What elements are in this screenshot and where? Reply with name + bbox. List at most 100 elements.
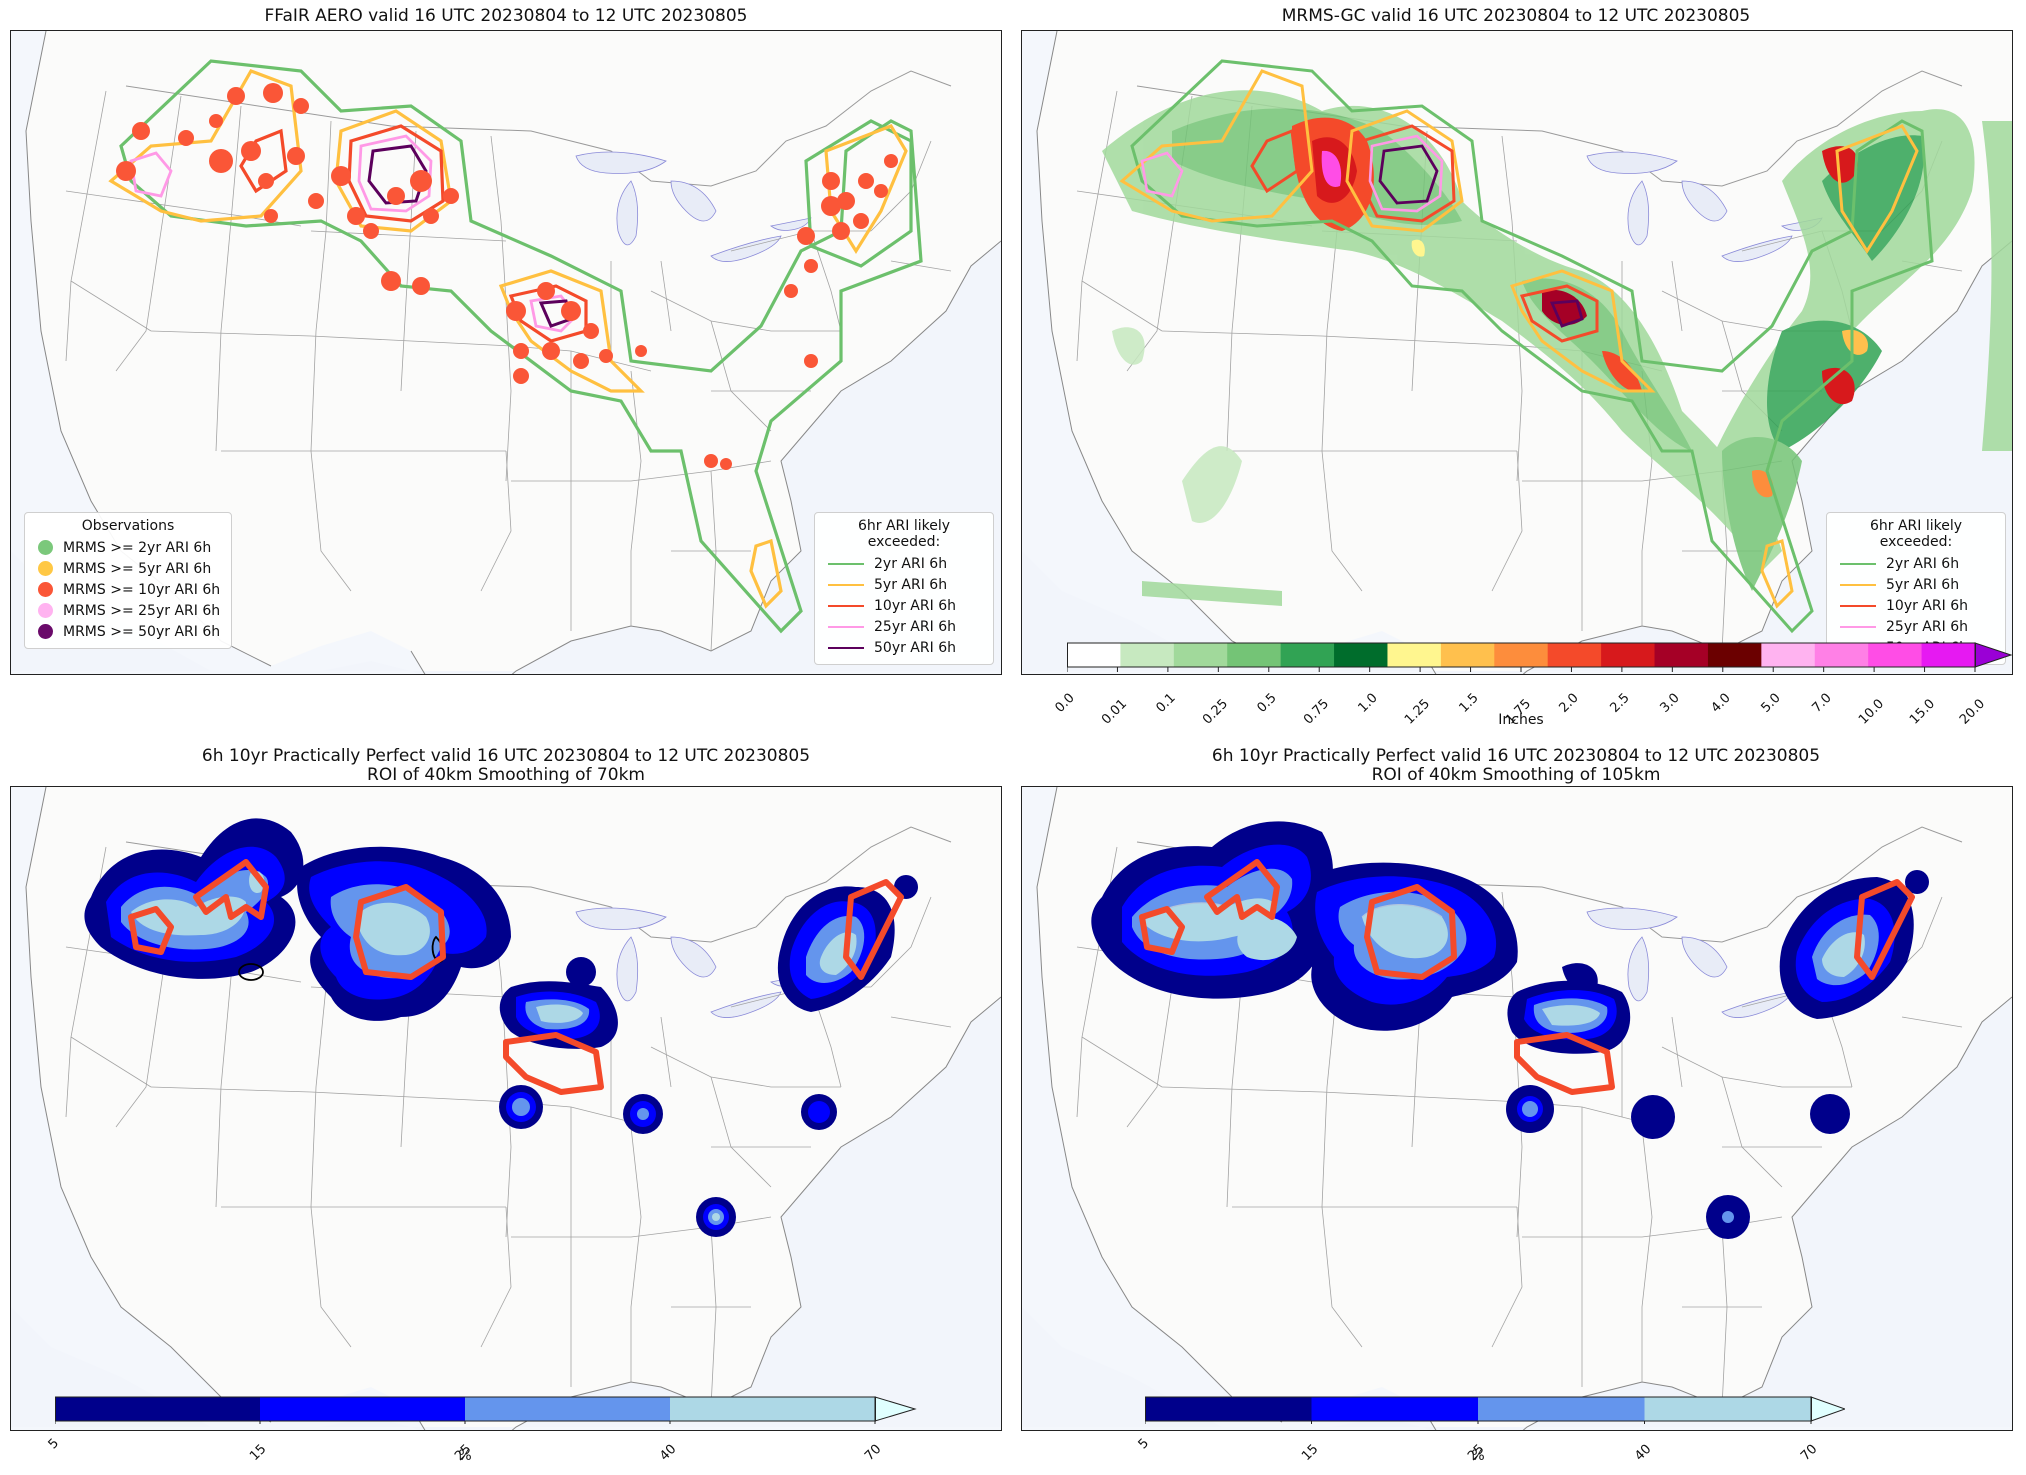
colorbar-bin [1440, 643, 1495, 667]
panel-title-line: 6h 10yr Practically Perfect valid 16 UTC… [201, 746, 811, 766]
colorbar-extend-arrow [1810, 1396, 1847, 1422]
colorbar-bin [1494, 643, 1549, 667]
map-canvas [11, 787, 1001, 1430]
line-swatch [828, 583, 864, 586]
precip-cores [1292, 117, 1868, 498]
legend-entry: 2yr ARI 6h [1836, 553, 1996, 574]
legend-entry: 25yr ARI 6h [824, 616, 984, 637]
observations-legend: Observations MRMS >= 2yr ARI 6h MRMS >= … [24, 512, 232, 649]
prob-colorbar-105km: % 5 15 25 40 70 [1136, 1396, 1847, 1475]
line-swatch [1840, 625, 1876, 628]
marker-icon [38, 582, 53, 597]
marker-icon [38, 624, 53, 639]
line-swatch [1840, 562, 1876, 565]
map-panel-mrms[interactable] [1021, 30, 2013, 675]
map-panel-pp105[interactable] [1021, 786, 2013, 1431]
legend-entry: 5yr ARI 6h [1836, 574, 1996, 595]
line-swatch [828, 562, 864, 565]
map-panel-pp70[interactable] [10, 786, 1002, 1431]
contour-2yr [1130, 59, 1934, 634]
colorbar-bin [1601, 643, 1656, 667]
colorbar-swatches [1144, 1396, 1847, 1426]
colorbar-extend-arrow [874, 1396, 917, 1422]
colorbar-bin [1707, 643, 1762, 667]
panel-title-mrms: MRMS-GC valid 16 UTC 20230804 to 12 UTC … [1281, 6, 1751, 26]
contour-10yr-ffair [128, 859, 904, 1095]
legend-entry: 50yr ARI 6h [824, 637, 984, 658]
colorbar-bin [1173, 643, 1228, 667]
legend-label: 5yr ARI 6h [1886, 576, 1960, 593]
legend-label: 2yr ARI 6h [874, 555, 948, 572]
legend-label: MRMS >= 5yr ARI 6h [63, 560, 212, 577]
colorbar-bin [1120, 643, 1175, 667]
legend-label: 25yr ARI 6h [874, 618, 956, 635]
legend-entry: MRMS >= 2yr ARI 6h [34, 537, 222, 558]
colorbar-bin [1280, 643, 1335, 667]
legend-label: MRMS >= 25yr ARI 6h [63, 602, 221, 619]
colorbar-bin [1921, 643, 1976, 667]
colorbar-bin [1334, 643, 1388, 667]
legend-title: Observations [81, 518, 175, 534]
legend-entry: 10yr ARI 6h [824, 595, 984, 616]
colorbar-unit-label: % [458, 1448, 472, 1464]
legend-entry: MRMS >= 10yr ARI 6h [34, 579, 222, 600]
marker-icon [38, 540, 53, 555]
legend-label: 10yr ARI 6h [874, 597, 956, 614]
colorbar-bin [1387, 643, 1442, 667]
colorbar-bin [1654, 643, 1709, 667]
legend-label: MRMS >= 10yr ARI 6h [63, 581, 221, 598]
colorbar-bin [465, 1397, 671, 1421]
prob-colorbar-70km: % 5 15 25 40 70 [46, 1396, 955, 1475]
colorbar-bin [670, 1397, 876, 1421]
colorbar-extend-arrow [1974, 642, 2013, 668]
line-swatch [828, 646, 864, 649]
contour-25yr [1140, 134, 1444, 213]
colorbar-bin [1227, 643, 1282, 667]
marker-icon [38, 561, 53, 576]
line-swatch [828, 625, 864, 628]
legend-entry: MRMS >= 50yr ARI 6h [34, 621, 222, 642]
colorbar-bin [55, 1397, 261, 1421]
line-swatch [1840, 604, 1876, 607]
panel-subtitle-line: ROI of 40km Smoothing of 105km [1371, 765, 1661, 785]
legend-label: 25yr ARI 6h [1886, 618, 1968, 635]
colorbar-bin [1761, 643, 1816, 667]
legend-label: 50yr ARI 6h [874, 639, 956, 656]
contour-10yr-ffair [1139, 859, 1915, 1095]
legend-label: 10yr ARI 6h [1886, 597, 1968, 614]
colorbar-bin [1547, 643, 1602, 667]
legend-label: MRMS >= 50yr ARI 6h [63, 623, 221, 640]
probability-field [1091, 821, 1929, 1239]
panel-subtitle-line: ROI of 40km Smoothing of 70km [367, 765, 645, 785]
colorbar-swatches [54, 1396, 917, 1426]
precip-colorbar: Inches 0.0 0.01 0.1 0.25 0.5 0.75 1.0 1.25 1.5 1.… [1052, 642, 2014, 742]
contour-10yr [1250, 124, 1599, 343]
observation-markers [116, 83, 898, 470]
contour-5yr [1119, 69, 1919, 609]
marker-icon [38, 603, 53, 618]
colorbar-bin [260, 1397, 466, 1421]
legend-label: 2yr ARI 6h [1886, 555, 1960, 572]
map-canvas [1022, 787, 2012, 1430]
colorbar-bin [1478, 1397, 1645, 1421]
colorbar-bin [1311, 1397, 1479, 1421]
colorbar-bin [1868, 643, 1923, 667]
line-swatch [828, 604, 864, 607]
legend-entry: 10yr ARI 6h [1836, 595, 1996, 616]
legend-title: 6hr ARI likely exceeded: [857, 518, 951, 550]
map-canvas [11, 31, 1001, 674]
panel-title-pp105: 6h 10yr Practically Perfect valid 16 UTC… [1021, 747, 2011, 785]
legend-entry: MRMS >= 5yr ARI 6h [34, 558, 222, 579]
legend-entry: 2yr ARI 6h [824, 553, 984, 574]
contour-2yr [119, 59, 923, 634]
map-canvas [1022, 31, 2012, 674]
colorbar-bin [1145, 1397, 1312, 1421]
panel-title-ffair: FFaIR AERO valid 16 UTC 20230804 to 12 U… [264, 6, 748, 26]
line-swatch [1840, 583, 1876, 586]
colorbar-bin [1067, 643, 1121, 667]
legend-entry: 5yr ARI 6h [824, 574, 984, 595]
ari-legend-ffair: 6hr ARI likely exceeded: 2yr ARI 6h 5yr … [814, 512, 994, 665]
panel-title-pp70: 6h 10yr Practically Perfect valid 16 UTC… [11, 747, 1001, 785]
ari-legend-mrms: 6hr ARI likely exceeded: 2yr ARI 6h 5yr … [1826, 512, 2006, 665]
legend-entry: MRMS >= 25yr ARI 6h [34, 600, 222, 621]
